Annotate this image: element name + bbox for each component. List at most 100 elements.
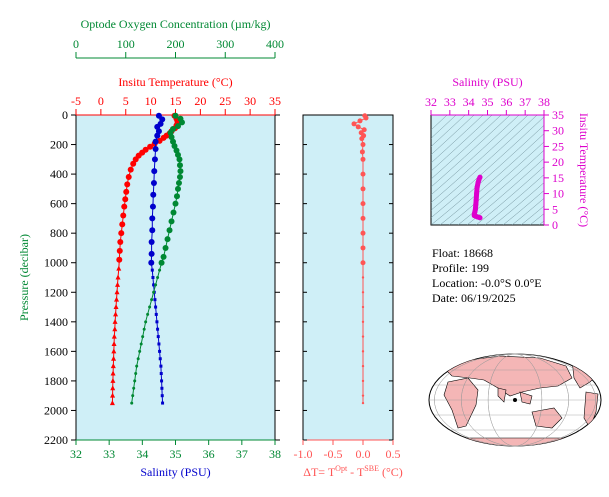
temperature-data-point bbox=[114, 296, 120, 302]
temperature-data-point bbox=[111, 333, 117, 339]
pressure-tick-label-1800: 1800 bbox=[44, 374, 68, 388]
ts-temperature-tick-label-10: 10 bbox=[552, 187, 564, 201]
density-isoline bbox=[431, 115, 484, 164]
oxygen-data-point bbox=[158, 259, 165, 266]
date-text: Date: 06/19/2025 bbox=[432, 291, 516, 305]
pressure-tick-label-0: 0 bbox=[62, 108, 68, 122]
density-isoline bbox=[466, 158, 544, 225]
salinity-tick-label-33: 33 bbox=[103, 447, 115, 461]
oxygen-tick-label-200: 200 bbox=[167, 37, 185, 51]
density-isoline bbox=[431, 116, 544, 219]
delta-t-data-point bbox=[360, 142, 366, 148]
delta-t-data-point bbox=[359, 149, 365, 155]
pressure-axis-label: Pressure (decibar) bbox=[17, 234, 31, 321]
oxygen-data-point bbox=[177, 168, 184, 175]
oxygen-data-point bbox=[132, 386, 136, 390]
temperature-tick-label-20: 20 bbox=[194, 94, 206, 108]
delta-t-data-point bbox=[357, 118, 363, 124]
ts-data-point bbox=[477, 215, 483, 221]
temperature-data-point bbox=[110, 363, 116, 369]
ts-salinity-tick-label-37: 37 bbox=[519, 95, 531, 109]
density-isoline bbox=[431, 115, 538, 211]
density-isoline bbox=[431, 115, 529, 203]
salinity-tick-label-35: 35 bbox=[170, 447, 182, 461]
delta-t-data-point bbox=[361, 335, 365, 338]
density-isoline bbox=[431, 115, 457, 139]
temperature-tick-label-15: 15 bbox=[170, 94, 182, 108]
oxygen-data-point bbox=[134, 372, 138, 376]
float-id-text: Float: 18668 bbox=[432, 246, 494, 260]
ts-temperature-tick-label-20: 20 bbox=[552, 155, 564, 169]
salinity-data-point bbox=[148, 259, 155, 266]
temperature-data-point bbox=[125, 174, 132, 181]
salinity-data-point bbox=[154, 312, 158, 316]
ts-temperature-tick-label-35: 35 bbox=[552, 108, 564, 122]
oxygen-data-point bbox=[176, 156, 183, 163]
delta-t-tick-label-_0_5: -0.5 bbox=[324, 447, 343, 461]
map-longitude-line bbox=[434, 353, 596, 447]
oxygen-data-point bbox=[154, 283, 158, 287]
temperature-data-point bbox=[111, 348, 117, 354]
delta-t-data-point bbox=[355, 124, 361, 130]
temperature-data-point bbox=[132, 156, 139, 163]
temperature-data-point bbox=[113, 311, 119, 317]
salinity-data-point bbox=[149, 227, 156, 234]
oxygen-data-point bbox=[141, 335, 145, 339]
oxygen-data-point bbox=[158, 268, 162, 272]
label-text: (°C) bbox=[379, 465, 403, 479]
temperature-data-point bbox=[124, 181, 131, 188]
delta-t-data-point bbox=[361, 320, 365, 324]
profile-plot-area bbox=[75, 114, 276, 441]
ts-temperature-tick-label-15: 15 bbox=[552, 171, 564, 185]
salinity-data-point bbox=[150, 268, 154, 272]
density-isoline bbox=[484, 174, 544, 225]
ts-temperature-tick-label-0: 0 bbox=[552, 218, 558, 232]
density-isoline bbox=[439, 133, 544, 225]
salinity-data-point bbox=[152, 283, 156, 287]
delta-t-tick-label-0_5: 0.5 bbox=[386, 447, 401, 461]
salinity-data-point bbox=[154, 132, 161, 139]
superscript: Opt bbox=[335, 464, 348, 473]
temperature-data-point bbox=[122, 196, 129, 203]
density-isoline bbox=[431, 115, 520, 196]
continent-india bbox=[497, 387, 507, 403]
salinity-data-point bbox=[159, 372, 163, 376]
ts-temperature-tick-label-25: 25 bbox=[552, 139, 564, 153]
pressure-tick-label-200: 200 bbox=[50, 138, 68, 152]
salinity-axis-title: Salinity (PSU) bbox=[140, 465, 210, 479]
delta-t-data-point bbox=[359, 136, 365, 142]
delta-t-data-point bbox=[360, 230, 366, 236]
oxygen-data-point bbox=[130, 401, 134, 405]
oxygen-tick-label-400: 400 bbox=[266, 37, 284, 51]
ts-plot-area bbox=[430, 114, 545, 226]
temperature-data-point bbox=[116, 247, 123, 254]
ts-salinity-tick-label-38: 38 bbox=[538, 95, 550, 109]
delta-t-data-point bbox=[361, 394, 365, 397]
delta-t-tick-label-_1: -1.0 bbox=[294, 447, 313, 461]
delta-t-data-point bbox=[361, 291, 365, 294]
density-isoline bbox=[431, 115, 511, 188]
oxygen-data-point bbox=[160, 253, 167, 260]
density-isoline bbox=[431, 115, 466, 147]
salinity-data-point bbox=[152, 138, 159, 145]
ts-salinity-axis-title: Salinity (PSU) bbox=[452, 75, 522, 89]
salinity-data-point bbox=[151, 276, 155, 279]
delta-t-data-point bbox=[361, 350, 365, 353]
density-isoline bbox=[431, 115, 448, 131]
oxygen-axis-title: Optode Oxygen Concentration (µm/kg) bbox=[81, 17, 271, 31]
oxygen-data-point bbox=[175, 179, 182, 186]
salinity-data-point bbox=[150, 179, 157, 186]
delta-t-data-point bbox=[360, 201, 366, 207]
oxygen-data-point bbox=[174, 185, 181, 192]
temperature-data-point bbox=[110, 377, 116, 383]
pressure-tick-label-800: 800 bbox=[50, 226, 68, 240]
density-isoline bbox=[431, 115, 502, 180]
pressure-tick-label-600: 600 bbox=[50, 197, 68, 211]
delta-t-data-point bbox=[361, 364, 365, 368]
oxygen-tick-label-300: 300 bbox=[216, 37, 234, 51]
delta-t-data-point bbox=[361, 379, 365, 383]
temperature-data-point bbox=[110, 385, 116, 391]
ts-data-point bbox=[474, 184, 480, 190]
